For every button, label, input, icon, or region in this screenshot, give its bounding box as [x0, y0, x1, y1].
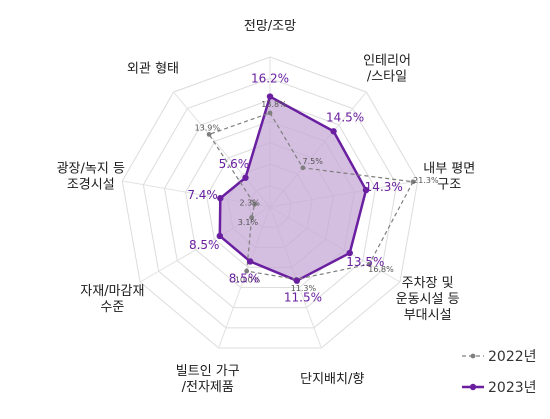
series-2023-label: 8.5%	[189, 238, 220, 252]
series-2022-point	[366, 261, 372, 267]
category-label: 내부 평면 구조	[423, 161, 475, 192]
category-label: 단지배치/향	[300, 372, 364, 387]
series-2023-area	[218, 95, 368, 282]
grid-ring	[121, 56, 419, 349]
series-2023-label: 13.5%	[346, 255, 384, 269]
series-2022-point	[300, 165, 306, 171]
category-label-line: 조경시설	[67, 177, 115, 192]
category-label: 외관 형태	[127, 62, 179, 77]
series-2022-point	[252, 201, 257, 207]
category-label-line: 외관 형태	[127, 62, 179, 77]
series-2023-point	[217, 195, 224, 202]
category-label: 빌트인 가구/전자제품	[176, 364, 240, 395]
category-label: 주차장 및 운동시설 등 부대시설	[396, 276, 460, 323]
radar-series: 13.8% 7.5% 21.3% 16.8% 11.3% 10.0% 3.1% 2.3% 13.…	[187, 72, 439, 305]
category-label: 자재/마감재 수준	[80, 284, 144, 315]
series-2023-point	[246, 258, 254, 265]
category-label-line: 구조	[437, 177, 461, 192]
grid-ring	[142, 77, 398, 329]
category-label-line: 수준	[100, 300, 124, 315]
series-2022-label: 7.5%	[302, 157, 323, 166]
series-2023-point	[266, 93, 274, 100]
series-2022-point	[410, 179, 416, 185]
series-2023-label: 14.3%	[365, 180, 403, 194]
series-2022-label: 3.1%	[238, 218, 259, 227]
series-2022-point	[249, 215, 255, 220]
series-2023-label: 8.5%	[229, 271, 260, 285]
category-label-line: /스타일	[367, 70, 407, 85]
category-label: 인테리어/스타일	[363, 54, 411, 85]
category-label-line: /전자제품	[182, 380, 234, 395]
category-label: 전망/조망	[244, 19, 296, 34]
series-2023-label: 11.5%	[284, 291, 322, 305]
series-2022-label: 10.0%	[235, 276, 261, 285]
grid-ring	[163, 99, 377, 309]
category-label-line: 주차장 및	[402, 276, 454, 291]
legend-label: 2022년	[488, 349, 537, 365]
series-2022-label: 13.8%	[261, 100, 287, 109]
series-2023-point	[216, 232, 224, 240]
series-2023-label: 7.4%	[187, 188, 218, 202]
series-2022-label: 21.3%	[413, 176, 439, 185]
series-2022-label: 16.8%	[368, 265, 394, 274]
series-2023-point	[346, 249, 353, 257]
legend-marker	[470, 353, 476, 359]
series-2023-point	[362, 186, 370, 194]
series-2023-label: 16.2%	[251, 72, 289, 86]
legend-marker	[469, 383, 477, 391]
series-2023-point	[242, 174, 249, 181]
series-2022-label: 11.3%	[291, 284, 317, 293]
category-label-line: 광장/녹지 등	[57, 161, 125, 176]
category-label-line: 빌트인 가구	[176, 364, 240, 379]
legend-label: 2023년	[488, 380, 537, 396]
series-2022-label: 2.3%	[240, 199, 261, 208]
category-label-line: 내부 평면	[423, 161, 475, 176]
category-label-line: 단지배치/향	[300, 372, 364, 387]
legend: 2022년 2023년	[462, 349, 537, 396]
category-label: 광장/녹지 등 조경시설	[57, 161, 125, 192]
category-label-line: 자재/마감재	[80, 284, 144, 299]
series-2022-point	[267, 110, 273, 116]
series-2022-point	[206, 131, 212, 137]
category-label-line: 전망/조망	[244, 19, 296, 34]
category-label-line: 인테리어	[363, 54, 411, 69]
series-2023-point	[330, 128, 337, 135]
series-2022-line	[208, 112, 414, 281]
category-label-line: 운동시설 등	[396, 292, 460, 307]
category-label-line: 부대시설	[404, 308, 452, 323]
series-2023-label: 5.6%	[219, 157, 250, 171]
series-2022-point	[244, 268, 250, 274]
series-2022-label: 13.9%	[195, 124, 221, 133]
series-2023-point	[293, 277, 301, 284]
series-2023-label: 14.5%	[326, 110, 364, 124]
